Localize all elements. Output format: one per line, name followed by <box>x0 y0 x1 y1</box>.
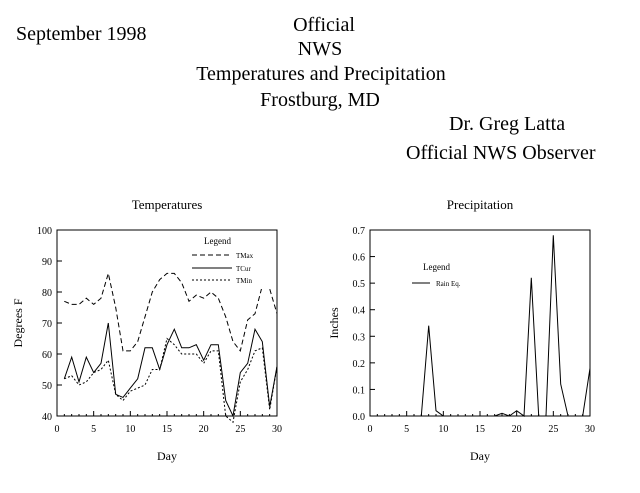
y-tick-label: 90 <box>42 257 52 268</box>
x-tick-label: 30 <box>272 424 282 435</box>
y-tick-label: 0.6 <box>353 253 366 264</box>
x-axis-label: Day <box>157 449 177 463</box>
series-line-tmin <box>64 337 278 424</box>
y-tick-label: 50 <box>42 381 52 392</box>
x-tick-label: 20 <box>199 424 209 435</box>
y-tick-label: 0.0 <box>353 412 366 423</box>
x-tick-label: 0 <box>368 424 373 435</box>
chart-title: Precipitation <box>447 197 514 212</box>
series-line-tcur <box>63 322 278 418</box>
report-date: September 1998 <box>16 23 147 45</box>
x-tick-label: 10 <box>125 424 135 435</box>
x-tick-label: 25 <box>235 424 245 435</box>
x-tick-label: 10 <box>438 424 448 435</box>
y-tick-label: 60 <box>42 350 52 361</box>
x-tick-label: 30 <box>585 424 595 435</box>
legend-title: Legend <box>204 236 231 246</box>
chart-precipitation: Precipitation Day Inches 0 5 10 15 20 25 30 0.0 0.1… <box>327 197 595 463</box>
legend-box <box>408 264 478 292</box>
title-line-location: Frostburg, MD <box>260 89 380 111</box>
chart-temperatures: Temperatures Day Degrees F 0 5 10 15 20 25 30 40 50… <box>11 197 282 463</box>
y-tick-label: 0.1 <box>353 385 366 396</box>
y-axis-label: Degrees F <box>11 298 25 347</box>
title-line-official: Official <box>293 14 355 36</box>
y-axis-label: Inches <box>327 307 341 339</box>
observer-name: Dr. Greg Latta <box>449 113 566 135</box>
title-line-nws: NWS <box>297 38 343 60</box>
series-line-tmax <box>64 272 278 353</box>
x-tick-label: 15 <box>162 424 172 435</box>
x-tick-label: 0 <box>55 424 60 435</box>
x-tick-label: 15 <box>475 424 485 435</box>
y-tick-label: 0.3 <box>353 332 366 343</box>
plot-frame <box>369 229 591 417</box>
y-tick-label: 0.7 <box>353 226 366 237</box>
x-tick-label: 5 <box>404 424 409 435</box>
legend-title: Legend <box>423 262 450 272</box>
x-axis-label: Day <box>470 449 490 463</box>
legend: Legend Rain Eq. <box>408 262 478 292</box>
x-tick-label: 25 <box>548 424 558 435</box>
y-tick-label: 0.5 <box>353 279 366 290</box>
y-tick-label: 100 <box>37 226 52 237</box>
legend-entry: TMin <box>236 277 252 285</box>
legend: Legend TMax TCur TMin <box>188 236 270 289</box>
legend-entry: TCur <box>236 265 251 273</box>
chart-title: Temperatures <box>132 197 203 212</box>
series-line-rain-eq- <box>377 235 591 417</box>
y-tick-label: 0.4 <box>353 306 366 317</box>
x-tick-label: 5 <box>91 424 96 435</box>
y-tick-label: 70 <box>42 319 52 330</box>
x-tick-label: 20 <box>512 424 522 435</box>
y-tick-label: 40 <box>42 412 52 423</box>
legend-entry: TMax <box>236 252 254 260</box>
y-tick-label: 0.2 <box>353 359 366 370</box>
observer-title: Official NWS Observer <box>406 142 596 164</box>
legend-entry: Rain Eq. <box>436 280 461 288</box>
title-line-subject: Temperatures and Precipitation <box>196 63 446 85</box>
y-tick-label: 80 <box>42 288 52 299</box>
